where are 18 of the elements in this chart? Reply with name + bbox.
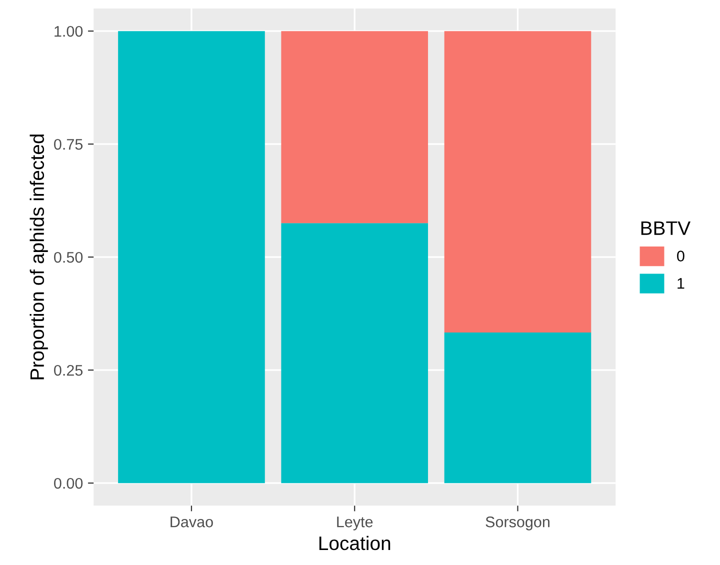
legend-label: 1 [678, 278, 684, 289]
bar [444, 332, 592, 484]
y-tick-label: 0.50 [54, 252, 83, 263]
x-tick-label: Leyte [337, 516, 373, 530]
x-axis-title: Location [319, 536, 390, 550]
y-tick-label: 0.25 [54, 364, 83, 376]
y-tick-label: 0.00 [54, 478, 83, 489]
bar [281, 223, 428, 484]
x-tick-label: Sorsogon [486, 516, 550, 530]
bar [444, 31, 592, 333]
legend-label: 0 [677, 250, 684, 262]
x-tick-label: Davao [170, 516, 213, 528]
y-axis-title: Proportion of aphids infected [30, 134, 48, 380]
bar [281, 31, 428, 224]
legend-title: BBTV [641, 221, 690, 235]
y-tick-label: 0.75 [54, 138, 83, 150]
bar [118, 31, 265, 484]
y-tick-label: 1.00 [54, 26, 83, 37]
